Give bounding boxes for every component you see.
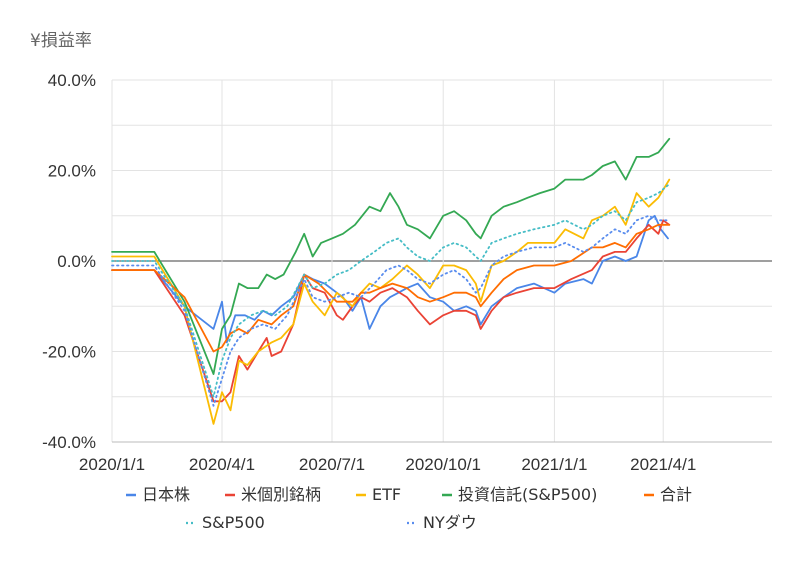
x-tick-label: 2020/1/1: [79, 455, 145, 474]
y-tick-label: 20.0%: [48, 162, 96, 181]
x-tick-label: 2021/1/1: [521, 455, 587, 474]
legend-label: 合計: [660, 485, 692, 504]
x-tick-label: 2021/4/1: [630, 455, 696, 474]
x-tick-label: 2020/7/1: [299, 455, 365, 474]
x-tick-labels: 2020/1/1 2020/4/1 2020/7/1 2020/10/1 2021/1/…: [79, 455, 696, 474]
y-tick-label: -40.0%: [42, 433, 96, 452]
series-layer: [111, 137, 671, 425]
legend: 日本株 米個別銘柄 ETF 投資信託(S&P500) 合計 S&P500 NYダウ: [126, 485, 692, 532]
x-tick-label: 2020/10/1: [405, 455, 481, 474]
series-line-5: [111, 183, 671, 398]
y-tick-label: 0.0%: [57, 252, 96, 271]
legend-label: 投資信託(S&P500): [458, 485, 597, 504]
y-tick-labels: 40.0% 20.0% 0.0% -20.0% -40.0%: [42, 71, 96, 452]
legend-label: ETF: [372, 485, 401, 504]
legend-label: 米個別銘柄: [241, 485, 321, 504]
x-tick-label: 2020/4/1: [189, 455, 255, 474]
y-tick-label: 40.0%: [48, 71, 96, 90]
series-line-4: [111, 223, 671, 353]
series-line-6: [111, 214, 671, 407]
y-axis-title: ¥損益率: [30, 31, 92, 51]
grid-lines: [111, 79, 772, 443]
legend-label: S&P500: [202, 513, 265, 532]
legend-label: NYダウ: [423, 513, 477, 532]
y-tick-label: -20.0%: [42, 343, 96, 362]
series-line-1: [111, 219, 671, 403]
series-line-3: [111, 137, 671, 375]
legend-label: 日本株: [142, 485, 190, 504]
